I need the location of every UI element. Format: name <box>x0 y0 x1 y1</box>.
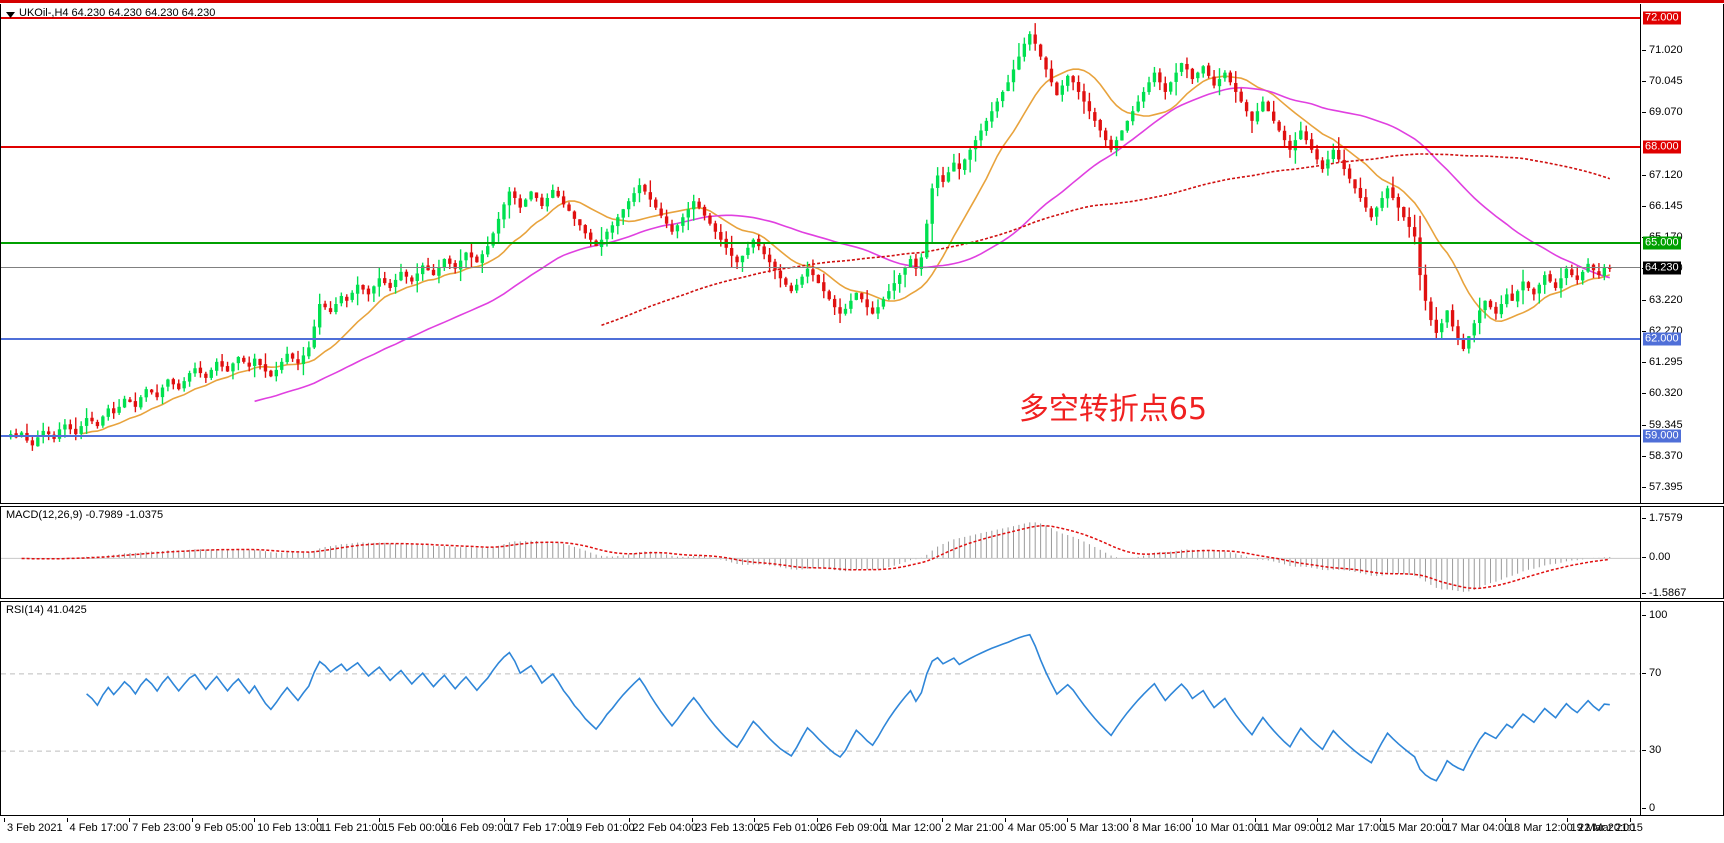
time-axis-label: 17 Mar 04:00 <box>1445 822 1511 834</box>
rsi-plot-layer <box>1 633 1641 782</box>
time-axis-tick <box>879 818 881 822</box>
time-axis-label: 11 Feb 21:00 <box>319 822 384 834</box>
time-axis-tick <box>504 818 506 822</box>
time-axis-label: 25 Feb 01:00 <box>757 822 823 834</box>
time-axis-tick <box>629 818 631 822</box>
time-axis-label: 9 Feb 05:00 <box>194 822 254 834</box>
candlestick-layer <box>9 23 1612 451</box>
time-axis-tick <box>1254 818 1256 822</box>
time-axis-tick <box>817 818 818 822</box>
time-axis-tick <box>4 818 5 822</box>
time-axis-label: 16 Feb 09:00 <box>444 822 510 834</box>
time-axis-tick <box>1504 818 1506 822</box>
level-line-current-price-64-230 <box>1 266 1641 268</box>
time-axis-label: 23 Feb 13:00 <box>694 822 760 834</box>
time-axis-label: 22 Feb 04:00 <box>632 822 698 834</box>
level-line-support-62 <box>1 338 1641 341</box>
time-axis-label: 10 Mar 01:00 <box>1195 822 1261 834</box>
rsi-header: RSI(14) 41.0425 <box>6 604 87 616</box>
level-line-resistance-68 <box>1 145 1641 148</box>
time-axis-label: 3 Feb 2021 <box>7 822 63 834</box>
time-axis-tick <box>1192 818 1194 822</box>
time-axis-tick <box>379 818 381 822</box>
time-axis-label: 19 Mar 20:00 <box>1570 822 1636 834</box>
time-axis-label: 1 Mar 12:00 <box>882 822 942 834</box>
time-axis-label: 5 Mar 13:00 <box>1070 822 1129 834</box>
rsi-panel[interactable]: RSI(14) 41.0425 <box>0 601 1724 816</box>
time-axis-tick <box>1567 818 1569 822</box>
time-axis-label: 19 Feb 01:00 <box>569 822 635 834</box>
time-axis-tick <box>754 818 756 822</box>
time-axis-label: 26 Feb 09:00 <box>820 822 885 834</box>
time-axis-tick <box>1442 818 1444 822</box>
time-axis-tick <box>1129 818 1131 822</box>
time-axis-tick <box>254 818 256 822</box>
time-axis-tick <box>1317 818 1319 822</box>
symbol-header: UKOil-,H4 64.230 64.230 64.230 64.230 <box>19 7 216 19</box>
time-axis-tick <box>566 818 568 822</box>
time-axis-label: 4 Feb 17:00 <box>69 822 129 834</box>
time-axis-label: 7 Feb 23:00 <box>132 822 191 834</box>
time-axis-tick <box>942 818 944 822</box>
price-chart-panel[interactable]: 多空转折点65 UKOil-,H4 64.230 64.230 64.230 6… <box>0 4 1724 504</box>
time-axis-label: 15 Mar 20:00 <box>1382 822 1448 834</box>
chart-annotation-text: 多空转折点65 <box>1018 392 1208 428</box>
time-axis-tick <box>1379 818 1381 822</box>
time-axis-label: 10 Feb 13:00 <box>257 822 322 834</box>
time-axis-tick <box>1004 818 1006 822</box>
time-axis-label: 22 Mar 21:15 <box>1578 822 1643 834</box>
macd-plot-layer <box>1 522 1641 592</box>
time-axis-tick <box>441 818 443 822</box>
macd-header: MACD(12,26,9) -0.7989 -1.0375 <box>6 509 164 521</box>
time-axis-label: 4 Mar 05:00 <box>1007 822 1067 834</box>
level-line-resistance-72 <box>1 17 1641 20</box>
time-axis-tick <box>1067 818 1069 822</box>
time-axis-label: 17 Feb 17:00 <box>507 822 573 834</box>
time-axis-label: 12 Mar 17:00 <box>1320 822 1386 834</box>
time-axis-tick <box>191 818 193 822</box>
top-white-gap <box>0 3 1724 4</box>
level-line-pivot-65 <box>1 241 1641 244</box>
top-red-border <box>0 0 1724 3</box>
time-axis[interactable]: 3 Feb 2021 4 Feb 17:00 7 Feb 23:00 9 Feb 05… <box>0 818 1724 840</box>
triangle-down-icon[interactable] <box>6 10 16 20</box>
time-axis-tick <box>66 818 68 822</box>
time-axis-label: 11 Mar 09:00 <box>1257 822 1322 834</box>
time-axis-label: 18 Mar 12:00 <box>1507 822 1573 834</box>
macd-panel[interactable]: MACD(12,26,9) -0.7989 -1.0375 <box>0 506 1724 599</box>
time-axis-tick <box>129 818 131 822</box>
time-axis-tick <box>691 818 693 822</box>
time-axis-label: 2 Mar 21:00 <box>945 822 1004 834</box>
time-axis-tick <box>1630 818 1631 822</box>
time-axis-label: 8 Mar 16:00 <box>1132 822 1192 834</box>
level-line-support-59 <box>1 434 1641 437</box>
time-axis-tick <box>316 818 318 822</box>
time-axis-label: 15 Feb 00:00 <box>382 822 448 834</box>
